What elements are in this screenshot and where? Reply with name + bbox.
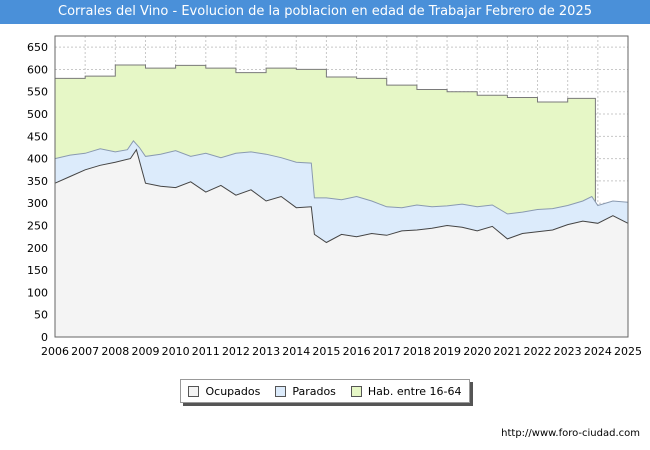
legend-label-hab: Hab. entre 16-64 <box>367 384 462 398</box>
x-tick-label: 2007 <box>71 345 99 358</box>
x-tick-label: 2014 <box>282 345 310 358</box>
x-tick-label: 2023 <box>554 345 582 358</box>
area-ocupados <box>55 149 628 337</box>
x-tick-label: 2025 <box>614 345 642 358</box>
x-tick-label: 2016 <box>343 345 371 358</box>
x-tick-label: 2010 <box>162 345 190 358</box>
y-tick-label: 450 <box>27 130 48 143</box>
y-tick-label: 250 <box>27 220 48 233</box>
x-tick-label: 2012 <box>222 345 250 358</box>
x-tick-label: 2018 <box>403 345 431 358</box>
y-tick-label: 50 <box>34 309 48 322</box>
legend-item-hab: Hab. entre 16-64 <box>350 384 462 398</box>
y-tick-label: 300 <box>27 197 48 210</box>
x-tick-label: 2006 <box>41 345 69 358</box>
x-tick-label: 2015 <box>312 345 340 358</box>
legend: Ocupados Parados Hab. entre 16-64 <box>180 379 470 403</box>
x-tick-label: 2024 <box>584 345 612 358</box>
legend-swatch-ocupados <box>188 385 200 397</box>
legend-label-ocupados: Ocupados <box>205 384 261 398</box>
x-tick-label: 2021 <box>493 345 521 358</box>
line-hab <box>55 64 596 206</box>
y-tick-label: 200 <box>27 242 48 255</box>
x-tick-label: 2009 <box>131 345 159 358</box>
x-tick-label: 2011 <box>192 345 220 358</box>
y-tick-label: 650 <box>27 41 48 54</box>
x-tick-label: 2020 <box>463 345 491 358</box>
legend-item-parados: Parados <box>275 385 336 398</box>
source-link[interactable]: http://www.foro-ciudad.com <box>501 428 640 439</box>
x-tick-label: 2008 <box>101 345 129 358</box>
y-tick-label: 350 <box>27 175 48 188</box>
y-tick-label: 150 <box>27 264 48 277</box>
legend-swatch-parados <box>275 385 287 397</box>
legend-label-parados: Parados <box>292 384 336 398</box>
y-tick-label: 100 <box>27 286 48 299</box>
y-tick-label: 550 <box>27 86 48 99</box>
y-tick-label: 400 <box>27 153 48 166</box>
x-tick-label: 2022 <box>524 345 552 358</box>
x-tick-label: 2019 <box>433 345 461 358</box>
x-tick-label: 2017 <box>373 345 401 358</box>
legend-swatch-hab <box>350 385 362 397</box>
legend-item-ocupados: Ocupados <box>188 385 260 398</box>
line-parados <box>54 139 629 215</box>
x-tick-label: 2013 <box>252 345 280 358</box>
y-tick-label: 500 <box>27 108 48 121</box>
y-tick-label: 0 <box>41 331 48 344</box>
chart-title: Corrales del Vino - Evolucion de la pobl… <box>0 0 650 24</box>
plot-frame <box>54 35 629 338</box>
line-ocupados <box>54 148 629 244</box>
y-tick-label: 600 <box>27 63 48 76</box>
